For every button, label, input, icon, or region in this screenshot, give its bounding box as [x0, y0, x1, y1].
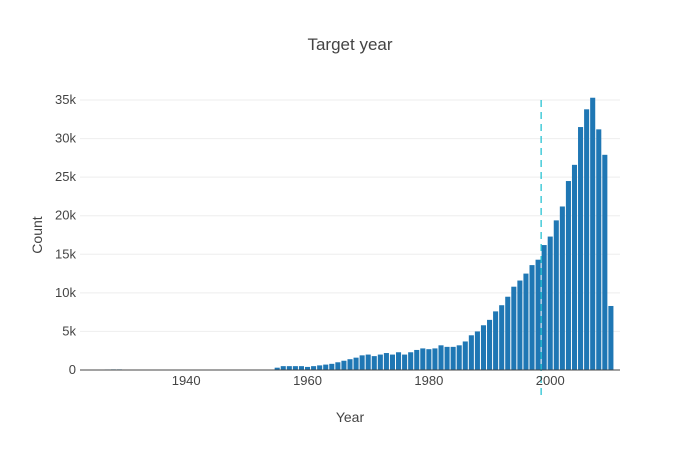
bar — [438, 345, 444, 370]
bar — [444, 346, 450, 370]
bar — [535, 259, 541, 370]
gridlines — [80, 99, 620, 332]
bar — [280, 366, 286, 370]
bar — [456, 345, 462, 370]
x-tick-label: 1980 — [414, 373, 443, 388]
bar — [571, 164, 578, 370]
bar — [365, 354, 371, 370]
bar — [311, 366, 317, 370]
bar — [480, 325, 487, 370]
bar — [274, 367, 280, 370]
bar — [359, 355, 365, 370]
bar — [329, 363, 335, 370]
bar — [529, 265, 535, 370]
bar — [541, 245, 547, 370]
y-tick-label: 25k — [55, 169, 76, 184]
y-tick-label: 5k — [62, 323, 76, 338]
bar — [402, 354, 408, 370]
x-axis-title: Year — [336, 409, 365, 425]
y-tick-label: 0 — [69, 362, 76, 377]
bar — [602, 154, 608, 370]
y-tick-label: 10k — [55, 285, 76, 300]
bar — [559, 206, 565, 370]
y-tick-label: 20k — [55, 208, 76, 223]
bar — [608, 305, 614, 370]
bar — [371, 356, 377, 370]
bar — [323, 364, 329, 370]
bar — [292, 366, 298, 370]
bar — [414, 349, 420, 370]
bar — [547, 236, 553, 370]
bar — [493, 311, 499, 370]
bar — [468, 335, 474, 370]
x-tick-label: 1960 — [293, 373, 322, 388]
bar — [389, 354, 396, 370]
bar — [505, 296, 511, 370]
y-tick-label: 30k — [55, 131, 76, 146]
bar — [408, 352, 414, 370]
bar — [523, 273, 529, 370]
bar — [584, 109, 590, 371]
bar — [511, 286, 517, 370]
bar — [553, 220, 559, 370]
y-axis-title: Count — [29, 216, 45, 253]
bar — [377, 354, 383, 370]
bar — [420, 348, 426, 370]
bar — [462, 341, 468, 370]
x-tick-label: 2000 — [536, 373, 565, 388]
bar — [304, 366, 311, 370]
bar — [474, 331, 480, 370]
y-tick-label: 35k — [55, 92, 76, 107]
bars — [98, 97, 614, 371]
bar — [353, 357, 359, 370]
bar — [432, 348, 438, 370]
bar — [298, 366, 304, 370]
x-tick-label: 1940 — [172, 373, 201, 388]
bar — [317, 365, 323, 370]
bar — [426, 349, 432, 370]
bar — [450, 346, 456, 370]
bar — [396, 352, 402, 370]
bar — [347, 359, 353, 370]
bar — [590, 97, 596, 370]
bar — [487, 319, 493, 370]
bar — [565, 181, 571, 370]
axes: 0 5k 10k 15k 20k 25k 30k 35k 1940 1960 1980 2000 — [55, 92, 620, 388]
bar — [286, 366, 292, 370]
bar — [341, 360, 347, 370]
y-tick-label: 15k — [55, 246, 76, 261]
bar — [596, 129, 602, 370]
bar — [517, 280, 523, 370]
bar — [383, 353, 389, 370]
bar — [335, 362, 341, 370]
bar — [499, 305, 505, 370]
bar — [578, 127, 584, 370]
chart-title: Target year — [307, 35, 392, 54]
